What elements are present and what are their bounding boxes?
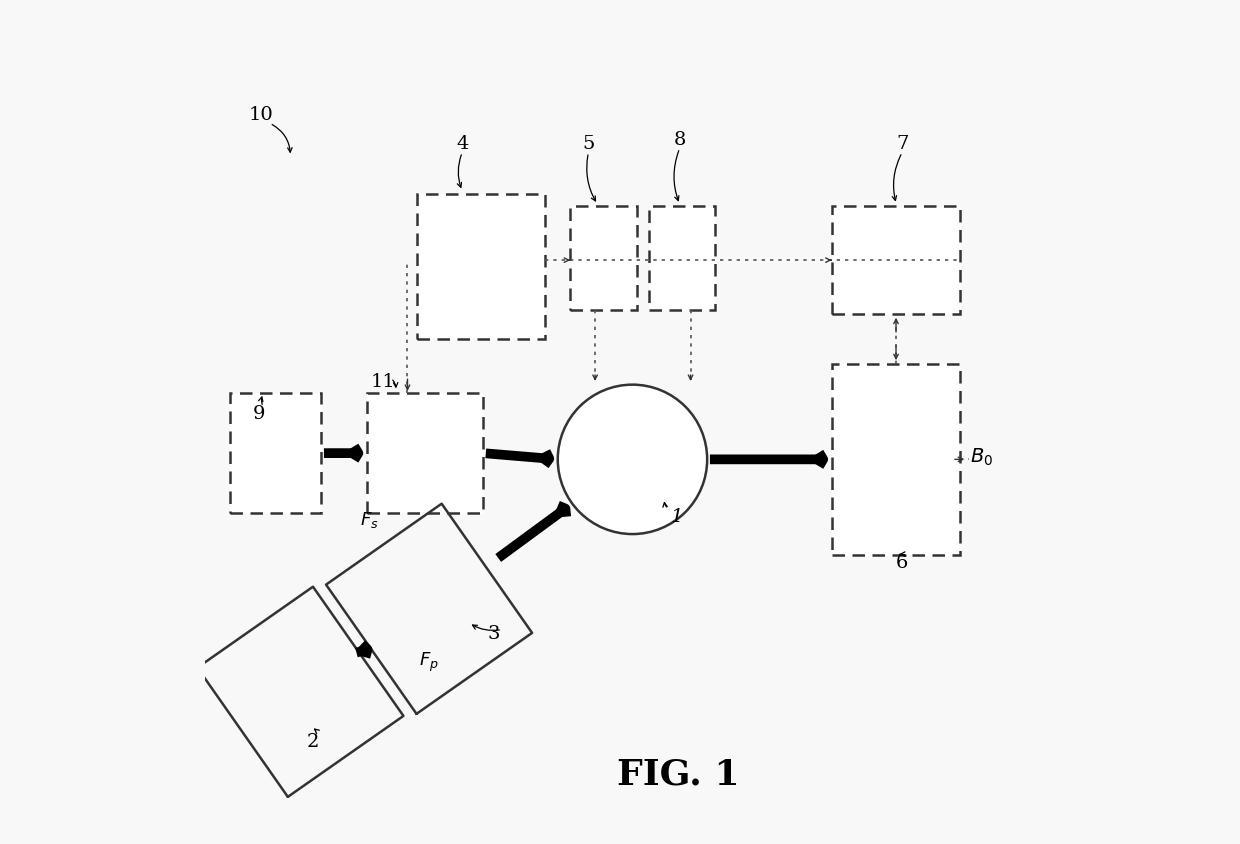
Bar <box>649 206 715 310</box>
Bar <box>367 393 484 513</box>
Text: 7: 7 <box>897 135 909 153</box>
Bar <box>832 206 960 314</box>
Bar <box>570 206 636 310</box>
Text: FIG. 1: FIG. 1 <box>616 757 739 792</box>
Circle shape <box>558 385 707 534</box>
Bar <box>229 393 321 513</box>
Text: $F_s$: $F_s$ <box>360 510 378 530</box>
Text: 11: 11 <box>371 373 396 391</box>
Text: 9: 9 <box>253 405 265 423</box>
Bar <box>417 194 546 339</box>
Text: 2: 2 <box>306 733 319 750</box>
Text: 10: 10 <box>249 106 274 124</box>
Text: 5: 5 <box>583 135 595 153</box>
Text: $B_0$: $B_0$ <box>971 446 993 468</box>
Text: 8: 8 <box>673 131 686 149</box>
Text: 4: 4 <box>456 135 469 153</box>
Bar <box>832 364 960 555</box>
Text: 6: 6 <box>897 555 909 572</box>
Text: 1: 1 <box>671 508 683 527</box>
Text: $F_p$: $F_p$ <box>419 651 439 674</box>
Text: 3: 3 <box>487 625 500 642</box>
